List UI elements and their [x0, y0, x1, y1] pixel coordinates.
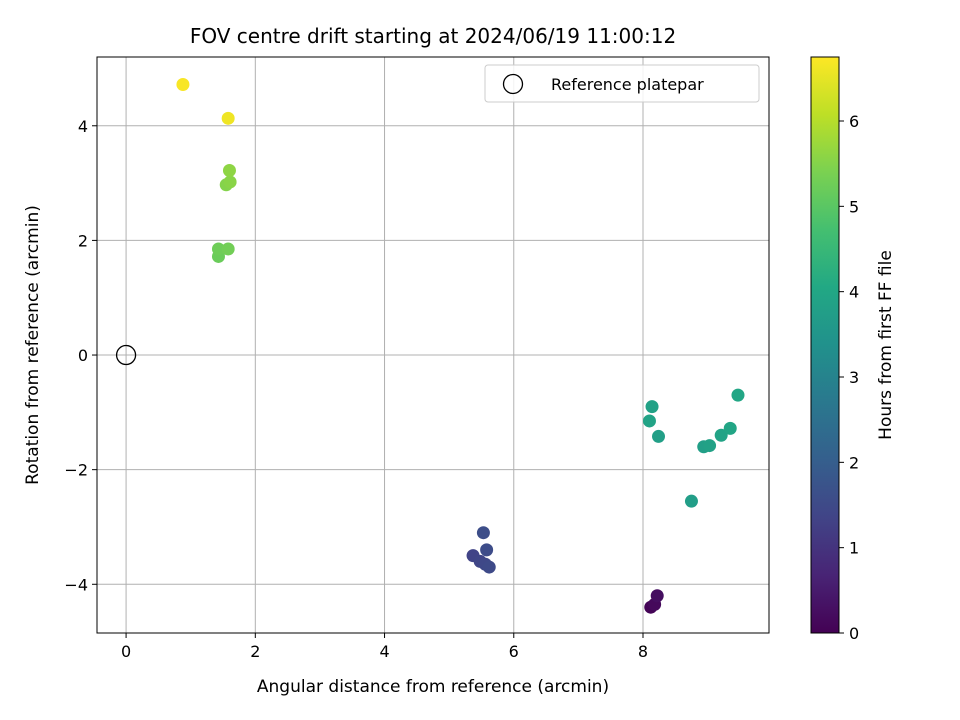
data-points	[176, 78, 745, 614]
y-tick-label: 0	[78, 346, 88, 365]
data-point	[221, 242, 235, 256]
colorbar-tick-label: 1	[849, 539, 859, 558]
reference-marker	[115, 344, 137, 366]
x-tick-label: 6	[509, 642, 519, 661]
data-point	[650, 589, 664, 603]
y-tick-label: 4	[78, 117, 88, 136]
legend: Reference platepar	[484, 64, 760, 103]
colorbar-tick-label: 2	[849, 453, 859, 472]
grid	[97, 57, 769, 633]
data-point	[476, 526, 490, 540]
data-point	[731, 388, 745, 402]
data-point	[223, 175, 237, 189]
data-point	[645, 400, 659, 414]
data-point	[652, 429, 666, 443]
x-tick-label: 8	[638, 642, 648, 661]
chart-title: FOV centre drift starting at 2024/06/19 …	[190, 24, 676, 48]
colorbar-ticks: 0 1 2 3 4 5 6	[839, 112, 859, 643]
reference-marker-group	[115, 344, 137, 366]
x-tick-label: 0	[121, 642, 131, 661]
x-tick-label: 2	[250, 642, 260, 661]
data-point	[703, 439, 717, 453]
colorbar: 0 1 2 3 4 5 6 Hours from first FF file	[810, 56, 896, 643]
y-tick-label: −2	[64, 461, 88, 480]
y-tick-label: −4	[64, 575, 88, 594]
colorbar-tick-label: 0	[849, 624, 859, 643]
colorbar-tick-label: 5	[849, 197, 859, 216]
data-point	[480, 543, 494, 557]
colorbar-tick-label: 3	[849, 368, 859, 387]
data-point	[714, 428, 728, 442]
colorbar-tick-label: 4	[849, 283, 859, 302]
colorbar-label: Hours from first FF file	[876, 250, 896, 440]
legend-box	[484, 64, 760, 103]
x-tick-label: 4	[379, 642, 389, 661]
plot-frame	[96, 56, 770, 634]
x-axis-ticks: 0 2 4 6 8	[121, 633, 648, 661]
data-point	[222, 163, 236, 177]
data-point	[221, 111, 235, 125]
y-axis-ticks: −4 −2 0 2 4	[64, 117, 97, 594]
data-point	[684, 494, 698, 508]
data-point	[176, 78, 190, 92]
data-point	[482, 560, 496, 574]
x-axis-label: Angular distance from reference (arcmin)	[257, 677, 609, 697]
legend-marker-reference	[502, 73, 524, 95]
legend-label-reference: Reference platepar	[551, 75, 704, 94]
colorbar-gradient	[810, 56, 840, 634]
data-point	[642, 414, 656, 428]
plot-area: 0 2 4 6 8 −4 −2 0 2 4	[64, 56, 770, 661]
y-axis-label: Rotation from reference (arcmin)	[23, 205, 43, 485]
data-point	[211, 242, 225, 256]
colorbar-tick-label: 6	[849, 112, 859, 131]
y-tick-label: 2	[78, 231, 88, 250]
data-point	[723, 421, 737, 435]
